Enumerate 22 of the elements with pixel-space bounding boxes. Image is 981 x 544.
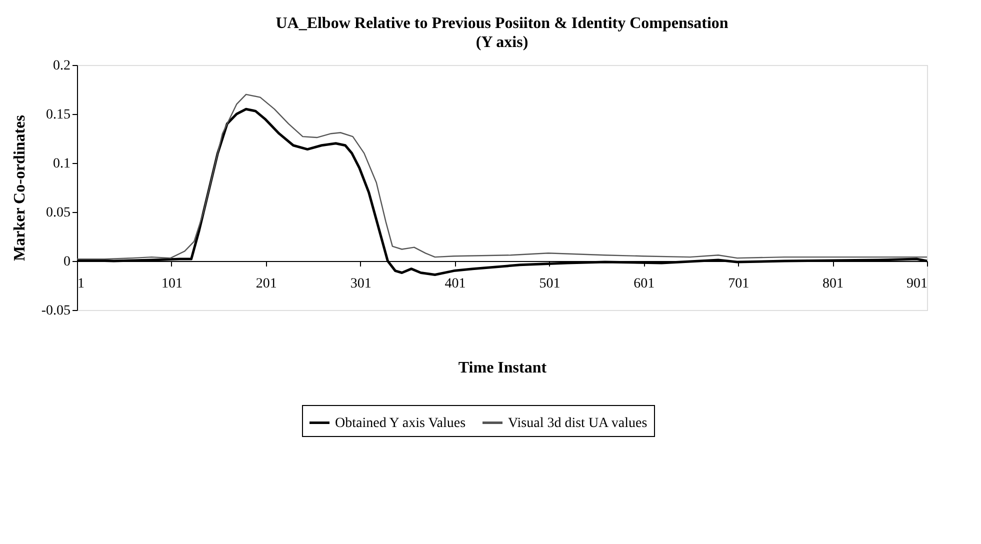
x-tick-label: 401 [444,276,466,292]
chart-title: UA_Elbow Relative to Previous Posiiton & Identity Compensation [276,15,728,32]
chart-subtitle: (Y axis) [476,34,528,51]
x-tick-label: 601 [634,276,655,292]
y-tick-label: 0.1 [53,156,70,172]
x-tick-label: 801 [822,276,844,292]
y-tick-label: 0.15 [46,108,70,122]
x-axis-title: Time Instant [458,360,548,376]
y-axis-title: Marker Co-ordinates [11,115,28,261]
y-tick-label: 0.05 [46,206,70,220]
x-tick-label: 101 [161,276,182,292]
x-tick-label: 1 [78,276,84,292]
y-tick-label: 0.2 [53,58,70,74]
y-tick-label: -0.05 [41,304,70,318]
x-tick-label: 501 [539,276,560,292]
x-tick-label: 201 [256,276,277,292]
x-tick-label: 301 [350,276,372,292]
x-tick-label: 901 [906,276,928,292]
legend-label: Visual 3d dist UA values [508,416,648,431]
y-tick-label: 0 [64,254,70,270]
x-tick-label: 701 [728,276,750,292]
legend-label: Obtained Y axis Values [335,416,466,431]
